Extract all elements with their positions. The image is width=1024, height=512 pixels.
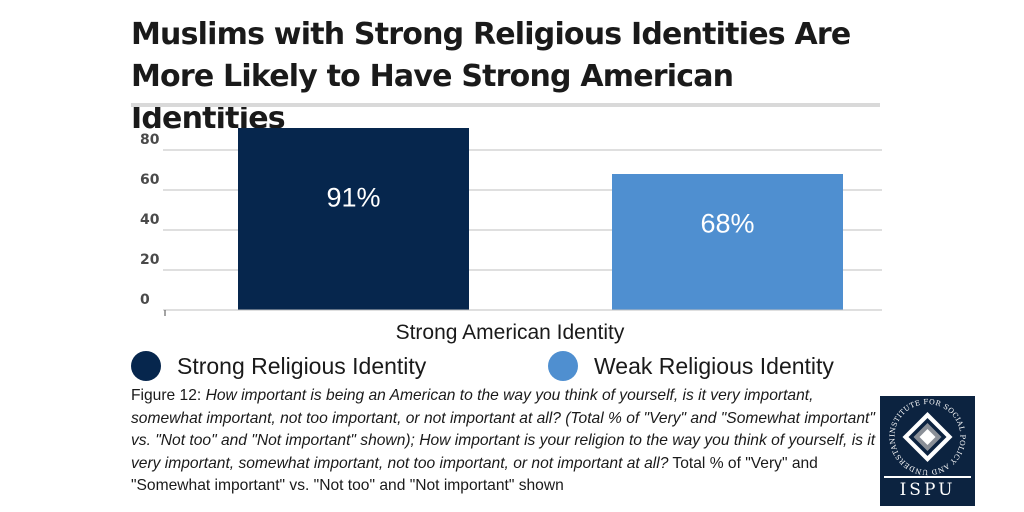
chart-title: Muslims with Strong Religious Identities…: [131, 17, 851, 136]
logo-divider: [884, 476, 971, 478]
legend-swatch-strong: [131, 351, 161, 381]
y-tick-label-0: 0: [140, 292, 150, 308]
figure-label: Figure 12: [131, 387, 197, 404]
bar-data-labels: 91% 68%: [326, 182, 754, 238]
y-tick-label-20: 20: [140, 252, 160, 268]
figure-caption: Figure 12: How important is being an Ame…: [131, 387, 876, 495]
legend-item-weak: Weak Religious Identity: [548, 351, 834, 381]
bar-data-label-strong-religious: 91%: [326, 182, 380, 212]
ispu-logo: INSTITUTE FOR SOCIAL POLICY AND UNDERSTA…: [880, 396, 975, 506]
figure-tail-text: Total % of "Very" and "Somewhat importan…: [131, 454, 818, 495]
bar-weak-religious: [612, 174, 843, 310]
title-underline: [131, 103, 880, 107]
legend: Strong Religious Identity Weak Religious…: [0, 351, 1024, 385]
figure-question-text: How important is being an American to th…: [131, 387, 876, 472]
y-tick-labels: 0 20 40 60 80: [140, 132, 160, 308]
legend-swatch-weak: [548, 351, 578, 381]
legend-label-strong: Strong Religious Identity: [177, 352, 427, 379]
logo-wordmark: ISPU: [899, 480, 956, 500]
bar-strong-religious: [238, 128, 469, 310]
legend-item-strong: Strong Religious Identity: [131, 351, 426, 381]
x-axis-label: Strong American Identity: [396, 321, 625, 344]
legend-label-weak: Weak Religious Identity: [594, 352, 834, 379]
y-tick-label-60: 60: [140, 172, 160, 188]
ispu-emblem: INSTITUTE FOR SOCIAL POLICY AND UNDERSTA…: [880, 396, 966, 476]
bar-data-label-weak-religious: 68%: [700, 208, 754, 238]
bars: [238, 128, 843, 310]
y-tick-label-80: 80: [140, 132, 160, 148]
y-tick-label-40: 40: [140, 212, 160, 228]
bar-chart: 0 20 40 60 80 91% 68% Strong American Identit…: [140, 128, 882, 344]
